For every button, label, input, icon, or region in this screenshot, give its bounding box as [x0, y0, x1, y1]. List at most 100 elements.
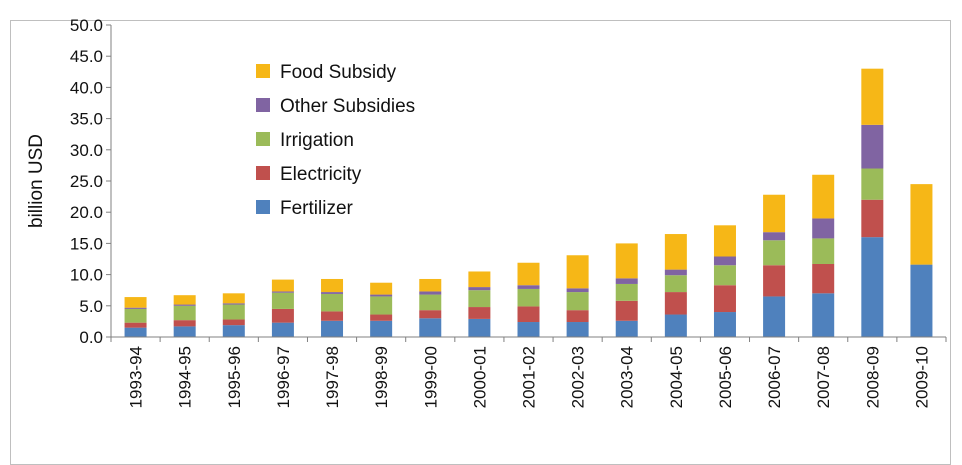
legend-swatch — [256, 166, 270, 180]
bar-segment-irrigation — [370, 296, 393, 315]
x-tick-label: 1995-96 — [225, 346, 244, 408]
bar-segment-irrigation — [615, 283, 638, 301]
x-tick-label: 2003-04 — [618, 346, 637, 408]
x-tick-label: 1994-95 — [176, 346, 195, 408]
y-tick-label: 45.0 — [70, 47, 103, 66]
bar-segment-irrigation — [419, 294, 442, 311]
bar-segment-irrigation — [763, 240, 786, 266]
x-tick-label: 1993-94 — [127, 346, 146, 408]
bar-segment-irrigation — [713, 265, 736, 286]
bar-segment-food-subsidy — [468, 271, 491, 288]
y-tick-label: 30.0 — [70, 141, 103, 160]
x-tick-label: 2000-01 — [470, 346, 489, 408]
legend-swatch — [256, 64, 270, 78]
bar-segment-fertilizer — [910, 264, 933, 337]
y-tick-label: 0.0 — [79, 328, 103, 347]
bar-segment-fertilizer — [763, 296, 786, 337]
legend-swatch — [256, 200, 270, 214]
legend-label: Electricity — [280, 164, 362, 185]
bar-segment-other-subsidies — [763, 232, 786, 241]
bar-segment-fertilizer — [861, 237, 884, 337]
y-tick-label: 10.0 — [70, 266, 103, 285]
bar-segment-food-subsidy — [861, 68, 884, 125]
bar-segment-food-subsidy — [370, 282, 393, 295]
bar-segment-food-subsidy — [124, 297, 147, 308]
bar-segment-fertilizer — [517, 322, 540, 337]
bar-segment-irrigation — [664, 275, 687, 293]
bar-segment-other-subsidies — [321, 292, 344, 294]
bar-segment-food-subsidy — [321, 278, 344, 293]
y-axis: 0.0 5.0 10.0 15.0 20.0 25.0 30.0 35.0 40.0 45.0 50… — [70, 16, 112, 347]
bar-segment-electricity — [517, 306, 540, 323]
bar-segment-food-subsidy — [713, 225, 736, 257]
bar-segment-other-subsidies — [861, 124, 884, 169]
bar-segment-fertilizer — [124, 327, 147, 337]
bar-segment-electricity — [861, 199, 884, 238]
bar-segment-food-subsidy — [763, 194, 786, 233]
x-tick-label: 1997-98 — [323, 346, 342, 408]
bar-segment-fertilizer — [664, 314, 687, 337]
bar-segment-food-subsidy — [664, 234, 687, 270]
x-tick-label: 2008-09 — [863, 346, 882, 408]
bar-segment-fertilizer — [370, 320, 393, 337]
bar-segment-irrigation — [321, 293, 344, 312]
bar-segment-food-subsidy — [419, 278, 442, 292]
legend-swatch — [256, 98, 270, 112]
bar-segment-electricity — [763, 265, 786, 297]
bar-segment-electricity — [370, 314, 393, 321]
bar-segment-food-subsidy — [271, 279, 294, 292]
bar-segment-irrigation — [468, 290, 491, 308]
bar-segment-irrigation — [173, 305, 196, 321]
legend-label: Other Subsidies — [280, 96, 415, 117]
bar-segment-electricity — [664, 292, 687, 315]
x-tick-label: 2006-07 — [765, 346, 784, 408]
bar-segment-irrigation — [812, 238, 835, 264]
bar-segment-other-subsidies — [370, 294, 393, 297]
bar-segment-irrigation — [566, 292, 589, 311]
bar-segment-electricity — [271, 308, 294, 323]
bar-segment-other-subsidies — [713, 256, 736, 266]
bar-segment-fertilizer — [713, 312, 736, 337]
bar-segment-other-subsidies — [566, 288, 589, 293]
bar-segment-electricity — [713, 285, 736, 313]
bar-segment-irrigation — [124, 308, 147, 323]
bar-segment-other-subsidies — [615, 278, 638, 284]
bar-segment-electricity — [566, 310, 589, 323]
bar-segment-food-subsidy — [812, 174, 835, 219]
bar-segment-food-subsidy — [615, 243, 638, 279]
bar-segment-food-subsidy — [222, 293, 245, 304]
bar-segment-electricity — [173, 320, 196, 327]
bar-segment-electricity — [321, 311, 344, 321]
bar-segment-irrigation — [861, 168, 884, 200]
bar-segment-fertilizer — [173, 326, 196, 337]
y-tick-label: 20.0 — [70, 203, 103, 222]
bars-group — [124, 68, 933, 337]
y-tick-label: 15.0 — [70, 234, 103, 253]
bar-segment-other-subsidies — [124, 307, 147, 309]
y-tick-label: 25.0 — [70, 172, 103, 191]
x-tick-label: 2001-02 — [520, 346, 539, 408]
bar-segment-fertilizer — [271, 322, 294, 337]
y-tick-label: 50.0 — [70, 16, 103, 35]
bar-segment-fertilizer — [468, 318, 491, 337]
bar-segment-electricity — [419, 310, 442, 319]
y-tick-label: 40.0 — [70, 78, 103, 97]
bar-segment-food-subsidy — [566, 255, 589, 289]
bar-segment-other-subsidies — [664, 269, 687, 276]
bar-segment-irrigation — [517, 288, 540, 307]
bar-segment-electricity — [222, 319, 245, 326]
legend-label: Fertilizer — [280, 198, 354, 219]
bar-segment-other-subsidies — [468, 287, 491, 291]
legend-label: Food Subsidy — [280, 62, 397, 83]
bar-segment-other-subsidies — [173, 304, 196, 306]
x-axis: 1993-94 1994-95 1995-96 1996-97 1997-98 1998-… — [110, 336, 947, 408]
bar-segment-other-subsidies — [271, 291, 294, 293]
bar-segment-food-subsidy — [910, 184, 933, 265]
x-tick-label: 1996-97 — [274, 346, 293, 408]
x-tick-label: 1999-00 — [421, 346, 440, 408]
bar-segment-electricity — [615, 300, 638, 321]
legend: Food Subsidy Other Subsidies Irrigation Ele… — [256, 62, 415, 219]
x-tick-label: 2007-08 — [814, 346, 833, 408]
legend-label: Irrigation — [280, 130, 354, 151]
